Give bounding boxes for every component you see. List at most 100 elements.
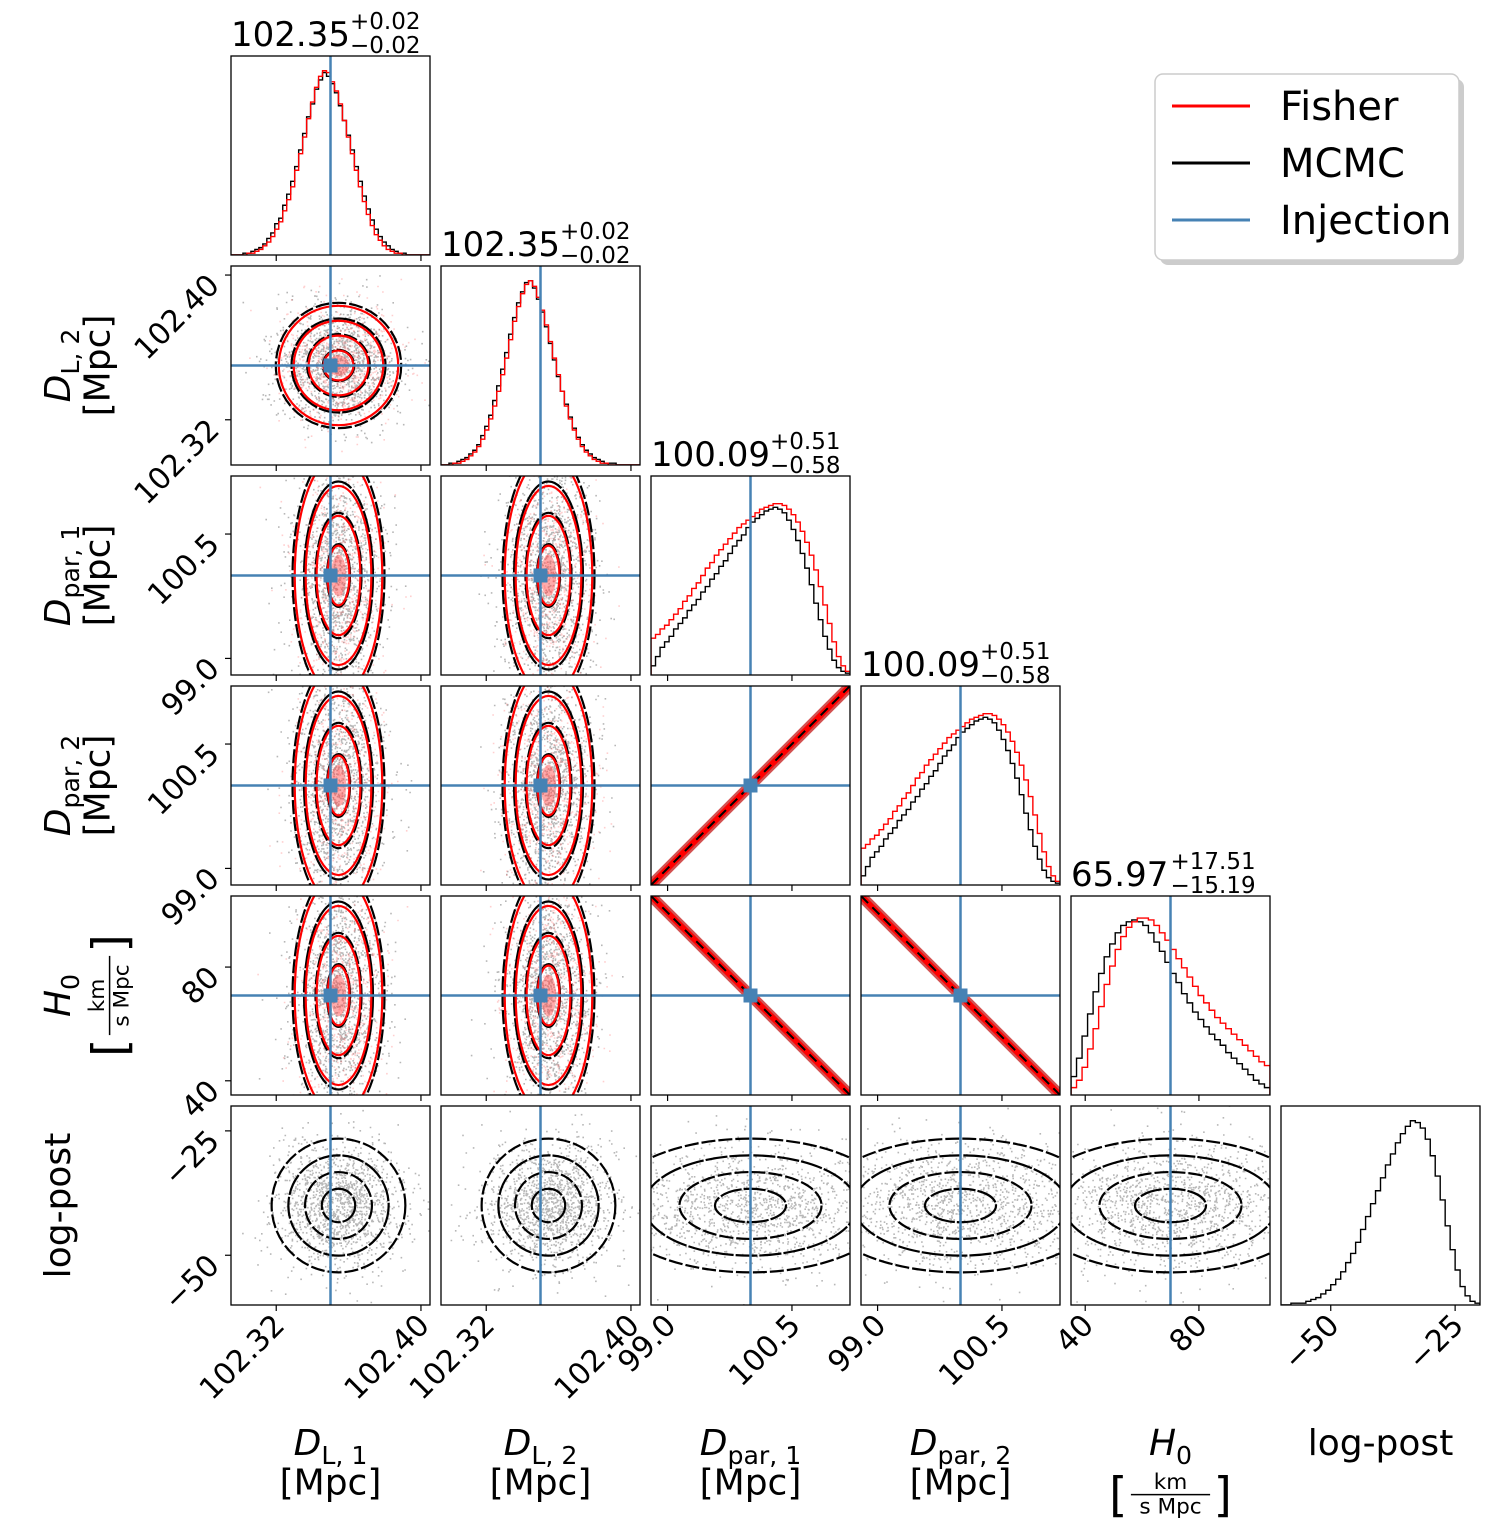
mcmc-contour [480,1137,617,1274]
title-plus-error: +0.51 [980,639,1050,665]
panel-plot-area [1281,1120,1480,1305]
panel-plot-area [651,896,850,1095]
legend-fisher-label: Fisher [1280,84,1399,130]
panel-DL2-DL2 [440,265,641,471]
axis-label-symbol: DL, 1 [294,1423,368,1470]
panel-plot-area [231,896,430,1095]
panel-DL1-DL1 [230,55,431,261]
panel-plot-area [651,1106,850,1305]
axis-label-Dpar2: Dpar, 2[Mpc] [38,735,119,837]
panel-frame [230,1105,431,1306]
x-tick-label: −50 [1277,1308,1347,1378]
panel-H0-Dpar1 [650,895,851,1101]
mcmc-contour [320,1187,357,1224]
panel-plot-area [450,1106,640,1305]
axis-label-symbol: Dpar, 1 [38,525,85,627]
axis-label-symbol: DL, 2 [38,329,85,403]
y-tick-label: 80 [175,960,227,1012]
mcmc-contour [530,1187,567,1224]
y-tick-label: −50 [157,1248,227,1318]
panel-plot-area [861,686,1060,885]
axis-label-DL1: DL, 1[Mpc] [280,1423,382,1504]
axis-label-name: log-post [38,1133,79,1279]
bracket-left: [ [1109,1469,1127,1523]
panel-plot-area [231,266,430,465]
mcmc-contour [678,1170,823,1241]
axis-label-Dpar1: Dpar, 1[Mpc] [700,1423,802,1504]
mcmc-contour [513,1170,584,1241]
title-Dpar1: 100.09 +0.51−0.58 [651,429,840,479]
panel-plot-area [1071,896,1270,1095]
panel-frame [650,685,851,886]
axis-label-Dpar2: Dpar, 2[Mpc] [910,1423,1012,1504]
panel-frame [230,685,431,886]
panel-plot-area [1071,1106,1270,1305]
panel-frame [230,265,431,466]
axis-label-name: log-post [1308,1423,1454,1464]
panel-plot-area [231,686,430,885]
panel-frame [440,685,641,886]
injection-marker [323,988,338,1003]
title-minus-error: −15.19 [1171,873,1256,899]
panel-Dpar1-DL1 [225,475,431,681]
mcmc-samples [1071,1106,1270,1303]
axis-label-DL2: DL, 2[Mpc] [490,1423,592,1504]
title-plus-error: +17.51 [1171,849,1256,875]
title-median: 100.09 [861,645,980,685]
panel-frame [1280,1105,1481,1306]
panel-frame [1070,895,1271,1096]
mcmc-samples [242,1109,430,1304]
panel-plot-area [441,896,640,1095]
title-plus-error: +0.02 [350,9,420,35]
panel-frame [440,475,641,676]
panel-plot-area [441,476,640,675]
mcmc-contour [270,1137,407,1274]
panel-H0-DL2 [440,895,641,1101]
y-tick-label: 100.5 [141,737,226,822]
y-tick-label: 100.5 [141,527,226,612]
panel-frame [650,895,851,1096]
panel-frame [440,265,641,466]
panel-plot-area [231,476,430,675]
mcmc-contour [303,1170,374,1241]
panel-plot-area [861,896,1060,1095]
axis-label-symbol: DL, 2 [504,1423,578,1470]
panel-frame [230,895,431,1096]
panel-plot-area [441,266,640,465]
axis-label-unit: [Mpc] [700,1463,802,1504]
y-tick-label: 99.0 [155,861,227,933]
y-tick-label: 99.0 [155,651,227,723]
title-plus-error: +0.02 [560,219,630,245]
mcmc-samples [450,1106,640,1297]
panel-frame [230,475,431,676]
legend-injection-label: Injection [1280,198,1451,244]
panel-DL2-DL1 [225,265,431,471]
title-DL1: 102.35 +0.02−0.02 [231,9,420,59]
injection-marker [533,568,548,583]
axis-label-unit-num: km [1154,1470,1188,1495]
axis-label-unit: [Mpc] [78,525,119,627]
injection-marker [533,988,548,1003]
legend-mcmc-label: MCMC [1280,141,1405,187]
panel-plot-area [231,56,430,255]
title-Dpar2: 100.09 +0.51−0.58 [861,639,1050,689]
panels-layer [225,55,1481,1311]
panel-H0-DL1 [225,895,431,1101]
axis-label-symbol: H0 [1149,1423,1192,1470]
bracket-right: ] [1214,1469,1232,1523]
title-median: 102.35 [231,15,350,55]
y-tick-label: −25 [157,1124,227,1194]
title-DL2: 102.35 +0.02−0.02 [441,219,630,269]
mcmc-contour [287,1154,390,1257]
panel-frame [440,895,641,1096]
panel-frame [650,475,851,676]
panel-Dpar2-Dpar2 [860,685,1061,891]
legend: Fisher MCMC Injection [1154,73,1464,265]
panel-plot-area [441,686,640,885]
panel-plot-area [242,1106,430,1305]
x-tick-label: 102.32 [193,1308,292,1407]
x-tick-label: 99.0 [821,1308,893,1380]
